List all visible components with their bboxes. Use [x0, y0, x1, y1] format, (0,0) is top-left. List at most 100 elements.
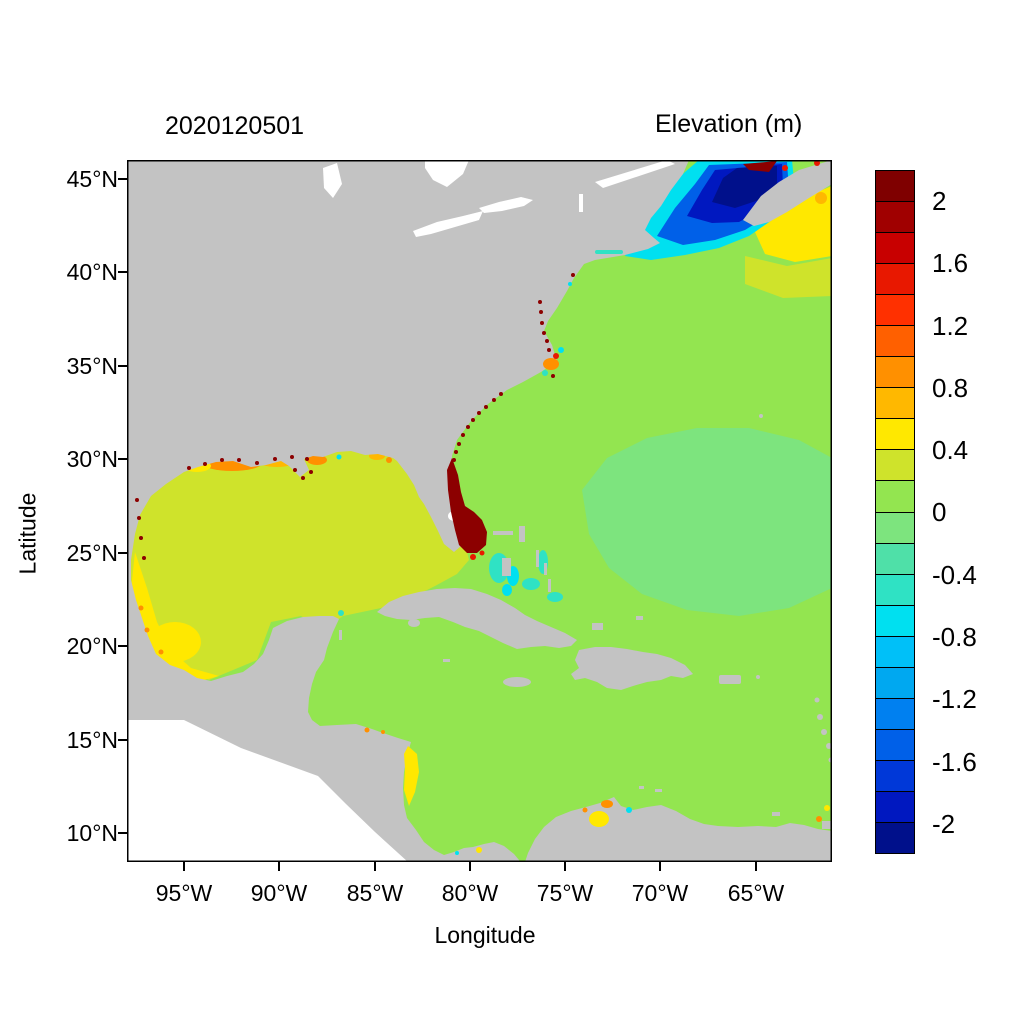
colorbar-tick-label: 0.8	[932, 373, 969, 403]
great-inagua	[592, 623, 603, 630]
abaco	[519, 526, 525, 542]
colorbar-title: Elevation (m)	[655, 110, 803, 138]
colorbar-cell	[876, 791, 914, 823]
colorbar-tick-label: -2	[932, 809, 956, 839]
colorbar-cell	[876, 822, 914, 854]
puerto-rico	[719, 675, 741, 684]
y-tick-label: 20°N	[66, 633, 118, 659]
lake-champlain	[579, 194, 583, 212]
colorbar-cell	[876, 512, 914, 544]
virgin-islands	[756, 675, 760, 679]
x-tick-label: 75°W	[536, 880, 594, 906]
colorbar-cell	[876, 357, 914, 389]
isla-juventud	[408, 619, 420, 627]
antigua	[814, 697, 820, 703]
colorbar-cell	[876, 698, 914, 730]
scotian-shelf-yellowgreen	[745, 256, 832, 298]
colombia-coast-patches	[582, 800, 632, 827]
bocas-speck	[455, 851, 459, 855]
colorbar-cell	[876, 481, 914, 513]
aruba	[639, 786, 644, 789]
colorbar-cells	[875, 170, 915, 854]
long-island-bahamas	[548, 579, 551, 592]
big-bend-amber	[376, 454, 382, 460]
x-tick-mark	[183, 862, 185, 871]
colorbar-cell	[876, 326, 914, 358]
colorbar-cell	[876, 202, 914, 234]
trinidad-speck	[816, 816, 822, 822]
north-america-landmass	[127, 160, 689, 862]
dominica	[821, 729, 827, 735]
cat-island	[544, 563, 547, 575]
y-tick-label: 40°N	[66, 259, 118, 285]
fundy-head-speck	[782, 165, 788, 171]
honduras-speck-2	[381, 730, 385, 734]
colorbar-tick-label: 1.2	[932, 311, 969, 341]
margarita	[772, 812, 780, 816]
mid-atlantic-patch	[582, 428, 832, 616]
minas-basin-patch	[743, 161, 777, 172]
scotian-shelf-yellow	[755, 186, 832, 262]
x-tick-label: 70°W	[631, 880, 689, 906]
eleuthera	[536, 550, 539, 567]
turks-islands	[636, 616, 643, 620]
scotian-amber-spot	[815, 192, 827, 204]
y-tick-mark	[118, 178, 127, 180]
timestamp-title: 2020120501	[165, 112, 305, 140]
colorbar-cell	[876, 636, 914, 668]
colorbar-cell	[876, 450, 914, 482]
guadeloupe	[817, 714, 823, 720]
coastal-anomaly-patches	[135, 160, 830, 855]
big-bend-orange	[386, 457, 392, 463]
lake-michigan	[323, 163, 342, 198]
colorbar-cell	[876, 605, 914, 637]
colorbar-cell	[876, 667, 914, 699]
cancun-speck	[338, 610, 344, 616]
map-plot	[127, 160, 832, 862]
lake-ontario	[479, 197, 533, 213]
y-tick-label: 30°N	[66, 446, 118, 472]
y-axis-label: Latitude	[14, 492, 41, 575]
y-tick-mark	[118, 271, 127, 273]
x-tick-mark	[469, 862, 471, 871]
lake-erie	[413, 211, 483, 237]
gulf-of-mexico-band	[127, 446, 469, 680]
x-tick-mark	[278, 862, 280, 871]
gulf-coast-marsh-specks	[135, 455, 313, 560]
colorbar-tick-label: 0	[932, 497, 947, 527]
colorbar-cell	[876, 171, 914, 203]
x-tick-label: 85°W	[346, 880, 404, 906]
x-tick-mark	[659, 862, 661, 871]
colorbar-cell	[876, 760, 914, 792]
colorbar-tick-label: 0.4	[932, 435, 969, 465]
plot-border	[127, 160, 832, 862]
y-tick-mark	[118, 739, 127, 741]
florida-surge-patch	[447, 458, 487, 553]
honduras-speck-1	[364, 727, 370, 733]
cayman	[443, 659, 450, 662]
y-tick-label: 10°N	[66, 820, 118, 846]
colorbar-tick-label: -1.2	[932, 684, 977, 714]
georgia-carolina-coast-specks	[452, 392, 503, 462]
grand-bahama	[493, 531, 513, 535]
islands-layer	[339, 414, 832, 829]
andros	[502, 558, 511, 576]
colorbar-tick-label: -0.8	[932, 622, 977, 652]
lake-huron	[425, 160, 469, 187]
hispaniola	[571, 647, 693, 690]
cozumel	[339, 630, 342, 640]
colorbar-tick-label: 2	[932, 186, 947, 216]
colorbar-cell	[876, 233, 914, 265]
st-lawrence-river	[595, 160, 675, 188]
y-tick-mark	[118, 832, 127, 834]
x-tick-label: 95°W	[155, 880, 213, 906]
paria-speck	[824, 805, 830, 811]
colorbar-cell	[876, 543, 914, 575]
new-jersey-speck	[568, 282, 572, 286]
x-tick-mark	[755, 862, 757, 871]
y-tick-label: 35°N	[66, 353, 118, 379]
curacao	[655, 789, 662, 792]
cuba	[377, 588, 577, 649]
delta-orange-patch	[307, 455, 327, 465]
